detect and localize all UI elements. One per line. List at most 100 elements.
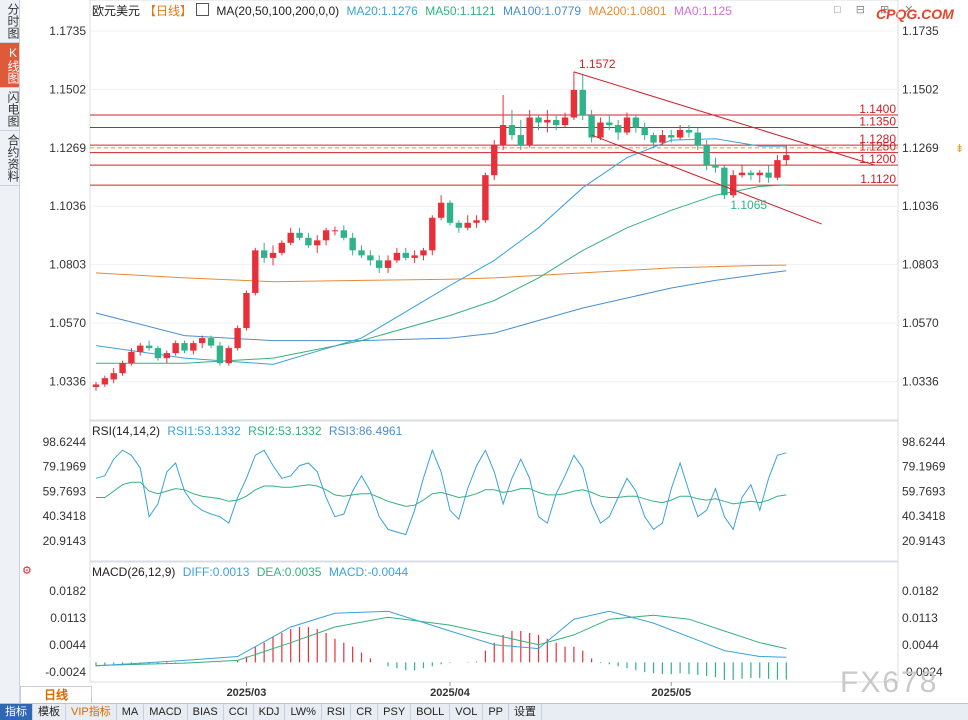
toolbar-item-12[interactable]: BOLL bbox=[411, 704, 451, 720]
candle-body bbox=[225, 348, 232, 364]
candle-body bbox=[252, 250, 259, 293]
candle-body bbox=[163, 353, 170, 359]
rsi-header: RSI(14,14,2) RSI1:53.1332 RSI2:53.1332 R… bbox=[92, 424, 406, 438]
candle-body bbox=[783, 155, 790, 161]
candle-body bbox=[544, 120, 551, 123]
period-tab-daily[interactable]: 日线 bbox=[20, 686, 92, 704]
date-tick-label: 2025/04 bbox=[430, 687, 471, 699]
tab-timeshare[interactable]: 分时图 bbox=[0, 0, 20, 43]
ma-settings-icon[interactable] bbox=[196, 3, 210, 16]
candle-body bbox=[384, 260, 392, 268]
tab-contract-info[interactable]: 合约资料 bbox=[0, 131, 20, 186]
candle-body bbox=[420, 250, 427, 256]
price-tick-label-right: 1.0336 bbox=[902, 375, 939, 389]
candle-body bbox=[243, 292, 250, 329]
rsi-tick-label-left: 79.1969 bbox=[43, 460, 87, 474]
rsi-tick-label-right: 59.7693 bbox=[902, 484, 946, 498]
level-label: 1.1400 bbox=[859, 102, 896, 116]
candle-body bbox=[411, 255, 418, 258]
candle-body bbox=[464, 222, 471, 228]
chart-canvas[interactable]: 1.1735 1.1735 1.1502 1.1502 1.1269 1.1269 1.10… bbox=[0, 0, 968, 703]
candle-body bbox=[278, 242, 286, 253]
toolbar-item-8[interactable]: LW% bbox=[285, 704, 322, 720]
candle-body bbox=[331, 230, 339, 232]
candle-body bbox=[579, 89, 586, 115]
price-tick-label-left: 1.0336 bbox=[49, 375, 86, 389]
candle-body bbox=[92, 384, 100, 387]
toolbar-item-15[interactable]: 设置 bbox=[509, 704, 542, 720]
ma100-value: MA100:1.0779 bbox=[503, 4, 582, 18]
rsi-tick-label-right: 98.6244 bbox=[902, 435, 946, 449]
candle-body bbox=[402, 252, 409, 258]
candle-body bbox=[738, 172, 746, 176]
dea-line bbox=[95, 614, 787, 666]
candle-body bbox=[774, 160, 781, 178]
rsi-panel-frame bbox=[89, 420, 899, 562]
candle-body bbox=[128, 351, 135, 364]
candle-body bbox=[429, 217, 436, 251]
candle-body bbox=[190, 343, 197, 351]
candle-body bbox=[455, 222, 463, 228]
candle-body bbox=[730, 175, 737, 196]
rsi-tick-label-left: 40.3418 bbox=[43, 509, 87, 523]
candle-body bbox=[508, 125, 516, 136]
macd-tick-label-left: 0.0182 bbox=[49, 584, 86, 598]
toolbar-item-10[interactable]: CR bbox=[351, 704, 379, 720]
toolbar-item-4[interactable]: MACD bbox=[144, 704, 188, 720]
macd-tick-label-left: 0.0044 bbox=[49, 638, 86, 652]
left-tab-bar: 分时图 K线图 闪电图 合约资料 bbox=[0, 0, 20, 703]
candle-body bbox=[491, 145, 498, 176]
toolbar-item-3[interactable]: MA bbox=[117, 704, 145, 720]
toolbar-item-2[interactable]: VIP指标 bbox=[66, 704, 117, 720]
price-tick-label-right: 1.1036 bbox=[902, 199, 939, 213]
candle-body bbox=[437, 202, 445, 218]
window-controls[interactable]: □ ⊟ ⊞ ✕ bbox=[834, 4, 920, 16]
candle-body bbox=[473, 220, 480, 223]
candle-body bbox=[314, 240, 321, 246]
candle-body bbox=[154, 348, 162, 359]
toolbar-item-7[interactable]: KDJ bbox=[254, 704, 286, 720]
candle-body bbox=[614, 125, 622, 133]
toolbar-item-0[interactable]: 指标 bbox=[0, 704, 33, 720]
low-annotation: 1.1065 bbox=[730, 198, 767, 212]
candle-body bbox=[172, 343, 179, 354]
candle-body bbox=[756, 172, 763, 176]
macd-tick-label-right: 0.0182 bbox=[902, 584, 939, 598]
rsi-tick-label-right: 20.9143 bbox=[902, 534, 946, 548]
toolbar-item-5[interactable]: BIAS bbox=[188, 704, 224, 720]
macd-header: MACD(26,12,9) DIFF:0.0013 DEA:0.0035 MAC… bbox=[92, 565, 412, 579]
toolbar-item-11[interactable]: PSY bbox=[378, 704, 412, 720]
price-tick-label-left: 1.1036 bbox=[49, 199, 86, 213]
ma20-line bbox=[95, 138, 787, 365]
current-price-marker-icon: ⇟ bbox=[955, 143, 964, 155]
toolbar-item-6[interactable]: CCI bbox=[224, 704, 254, 720]
price-tick-label-left: 1.1502 bbox=[49, 82, 86, 96]
macd-tick-label-left: 0.0113 bbox=[50, 611, 86, 625]
candle-body bbox=[216, 345, 224, 364]
candle-body bbox=[119, 363, 126, 374]
price-tick-label-right: 1.1735 bbox=[902, 24, 939, 38]
candle-body bbox=[703, 145, 710, 166]
toolbar-item-1[interactable]: 模板 bbox=[33, 704, 66, 720]
rsi-tick-label-right: 40.3418 bbox=[902, 509, 946, 523]
indicator-toolbar: 指标 模板 VIP指标 MA MACD BIAS CCI KDJ LW% RSI CR PSY BOLL… bbox=[0, 703, 968, 720]
toolbar-item-14[interactable]: PP bbox=[483, 704, 509, 720]
candle-body bbox=[597, 122, 604, 138]
ma50-value: MA50:1.1121 bbox=[425, 4, 496, 18]
candle-body bbox=[561, 117, 569, 126]
macd-panel-frame bbox=[89, 561, 899, 683]
candle-body bbox=[721, 167, 728, 196]
candle-body bbox=[685, 130, 693, 133]
price-tick-label-left: 1.1269 bbox=[49, 141, 86, 155]
candle-body bbox=[535, 117, 542, 123]
toolbar-item-9[interactable]: RSI bbox=[322, 704, 352, 720]
dea-value: DEA:0.0035 bbox=[256, 565, 322, 579]
candle-body bbox=[570, 89, 578, 118]
candle-body bbox=[694, 132, 701, 146]
tab-kline[interactable]: K线图 bbox=[0, 43, 20, 88]
level-label: 1.1200 bbox=[859, 152, 896, 166]
tab-lightning[interactable]: 闪电图 bbox=[0, 88, 20, 131]
rsi-tick-label-left: 98.6244 bbox=[43, 435, 87, 449]
date-tick-label: 2025/05 bbox=[651, 687, 691, 699]
toolbar-item-13[interactable]: VOL bbox=[450, 704, 484, 720]
